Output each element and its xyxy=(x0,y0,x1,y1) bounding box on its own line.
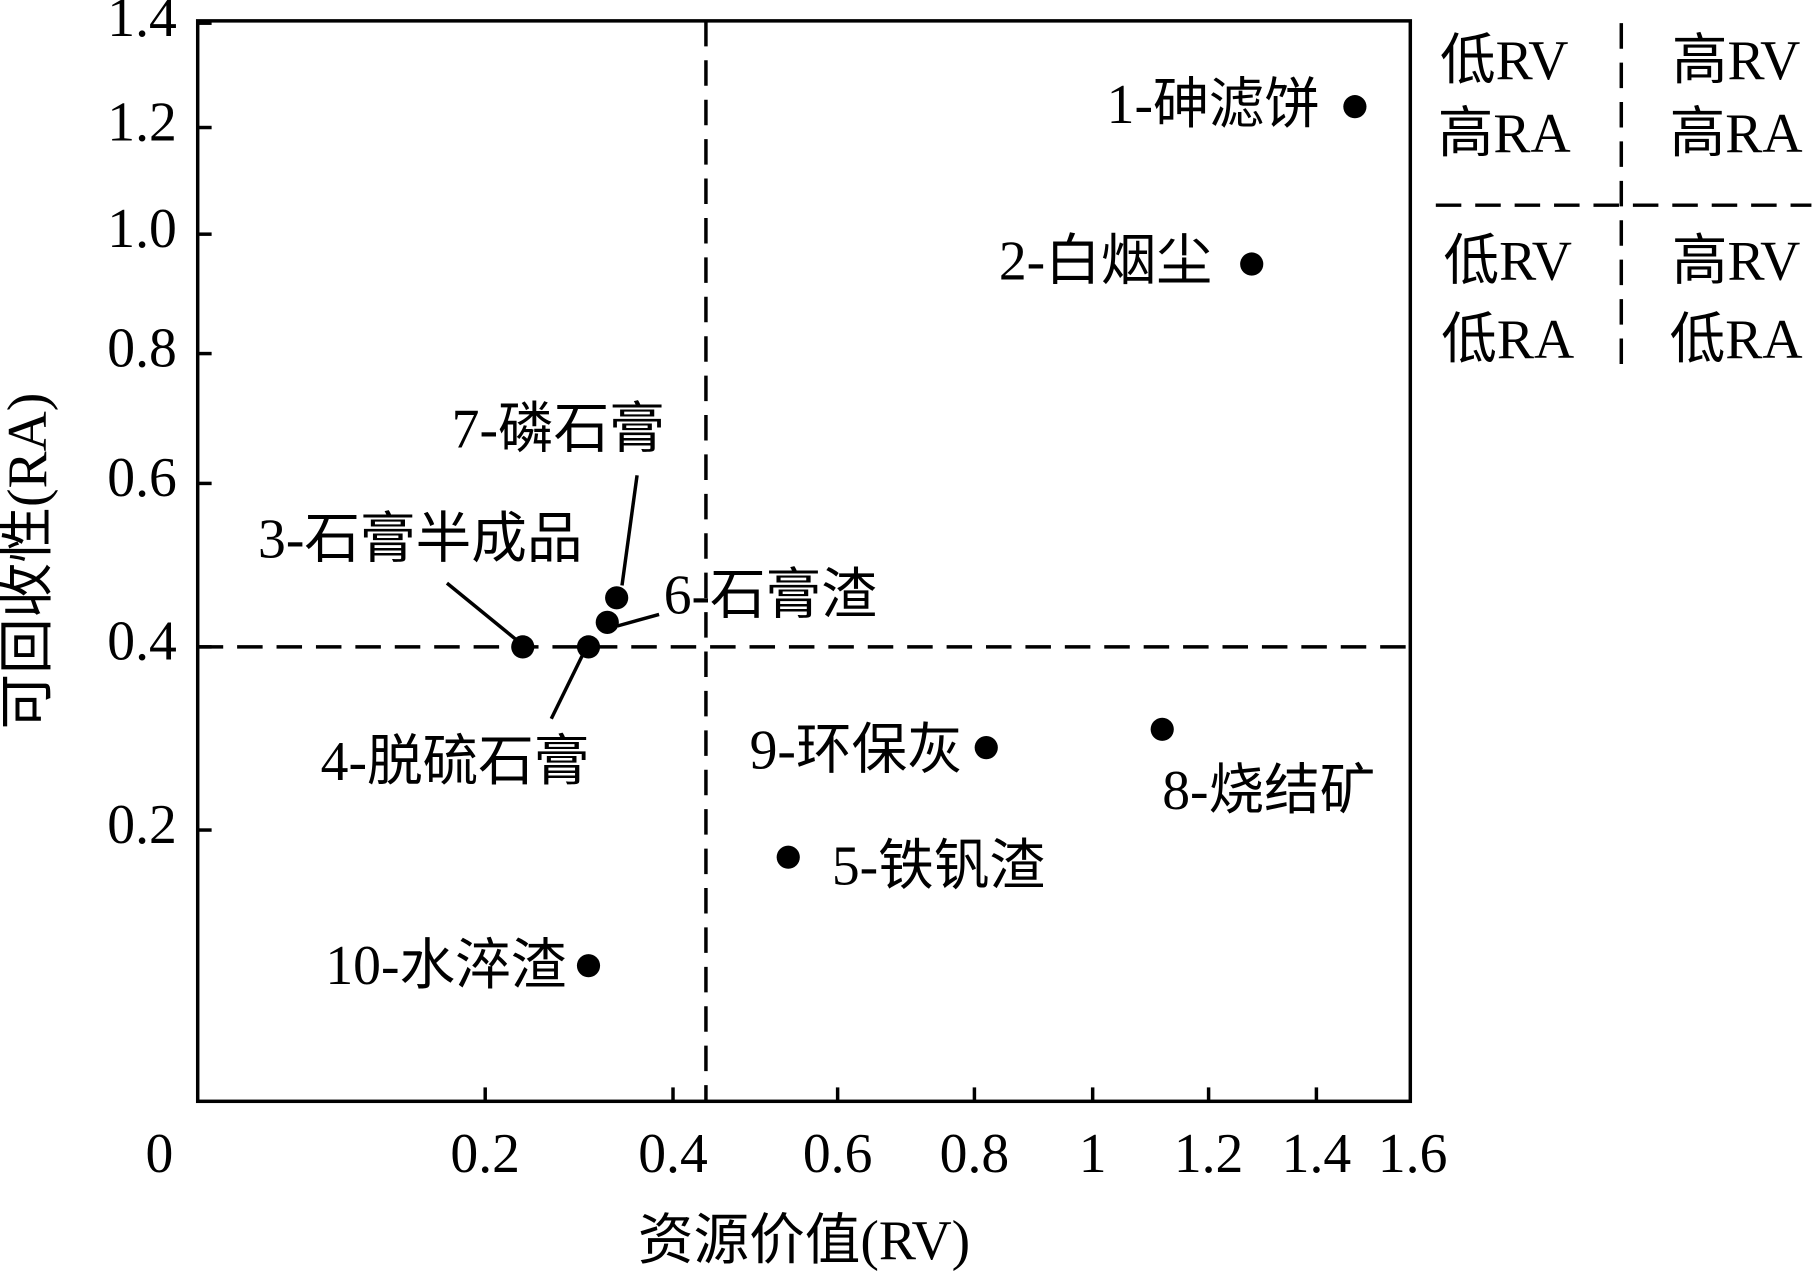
x-tick-label: 1 xyxy=(1079,1123,1107,1185)
y-tick-label: 0.2 xyxy=(107,794,177,856)
point-label: 9-环保灰 xyxy=(750,720,963,782)
x-tick-label: 1.2 xyxy=(1174,1123,1244,1185)
point-label: 8-烧结矿 xyxy=(1162,760,1375,822)
leader-line xyxy=(620,475,639,586)
quadrant-legend-text: 低RA xyxy=(1670,309,1803,371)
x-tick-label: 0.8 xyxy=(940,1123,1010,1185)
point xyxy=(605,586,629,610)
quadrant-legend-text: 高RA xyxy=(1438,103,1571,165)
point-label: 7-磷石膏 xyxy=(452,398,665,460)
point-label: 5-铁钒渣 xyxy=(832,836,1045,898)
point xyxy=(974,736,998,760)
x-tick-label: 1.4 xyxy=(1282,1123,1352,1185)
point xyxy=(1150,717,1174,741)
x-tick-label: 0 xyxy=(146,1123,174,1185)
point-label: 1-砷滤饼 xyxy=(1107,74,1320,136)
point xyxy=(776,845,800,869)
y-tick-label: 1.4 xyxy=(107,0,177,49)
quadrant-legend-text: 高RV xyxy=(1672,30,1800,92)
leader-line xyxy=(549,654,585,720)
quadrant-legend-text: 高RA xyxy=(1670,103,1803,165)
quadrant-legend-text: 低RV xyxy=(1440,30,1568,92)
y-tick-label: 0.8 xyxy=(107,317,177,379)
quadrant-legend-text: 低RV xyxy=(1443,230,1571,292)
point-label: 3-石膏半成品 xyxy=(258,509,582,571)
point xyxy=(595,610,619,634)
point xyxy=(511,635,535,659)
point xyxy=(576,954,601,978)
quadrant-legend-text: 低RA xyxy=(1441,309,1574,371)
y-tick-label: 0.4 xyxy=(107,611,177,673)
leader-line xyxy=(445,581,518,642)
y-tick-label: 0.6 xyxy=(107,447,177,509)
point-label: 4-脱硫石膏 xyxy=(321,731,590,793)
point-label: 2-白烟尘 xyxy=(999,230,1212,292)
x-tick-label: 1.6 xyxy=(1378,1123,1448,1185)
x-tick-label: 0.2 xyxy=(450,1123,520,1185)
point-label: 6-石膏渣 xyxy=(664,564,877,626)
leader-line xyxy=(616,612,660,628)
point xyxy=(1343,95,1367,119)
point xyxy=(1240,252,1264,276)
point-label: 10-水淬渣 xyxy=(325,935,566,997)
y-tick-label: 1.2 xyxy=(107,91,177,153)
y-tick-label: 1.0 xyxy=(107,198,177,260)
x-axis-title: 资源价值(RV) xyxy=(638,1210,970,1272)
quadrant-legend-text: 高RV xyxy=(1672,230,1800,292)
plot-frame xyxy=(195,19,1413,1104)
point xyxy=(576,635,601,659)
y-axis-title: 可回收性(RA) xyxy=(0,393,59,730)
x-tick-label: 0.4 xyxy=(638,1123,708,1185)
x-tick-label: 0.6 xyxy=(803,1123,873,1185)
